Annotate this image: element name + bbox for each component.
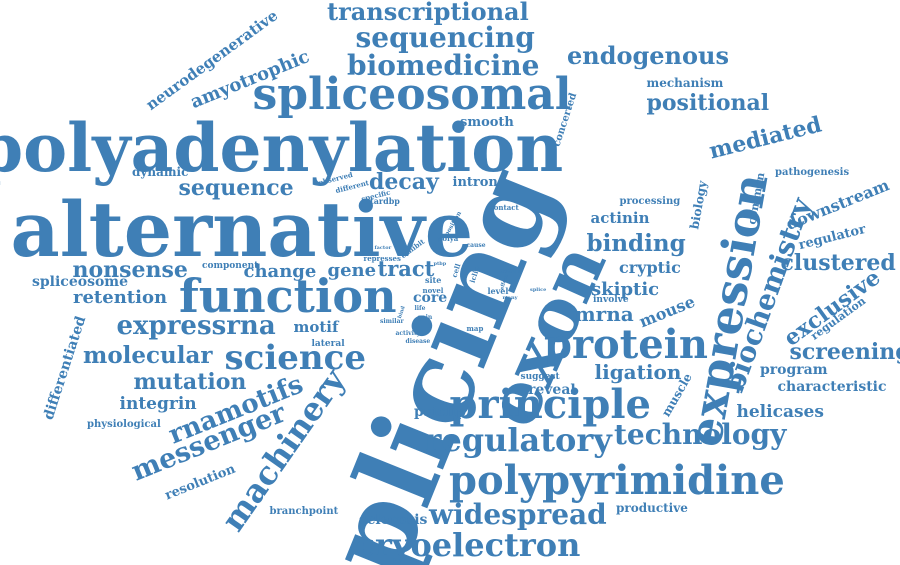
word-polyadenylation: polyadenylation bbox=[0, 109, 564, 187]
word-polypyrimidine: polypyrimidine bbox=[449, 457, 785, 504]
word-retention: retention bbox=[73, 287, 168, 308]
word-similar: similar bbox=[380, 318, 404, 325]
word-differentiated: differentiated bbox=[40, 314, 90, 422]
word-helicases: helicases bbox=[736, 401, 824, 422]
word-exclusive: exclusive bbox=[779, 264, 886, 352]
word-reveal: reveal bbox=[528, 382, 576, 398]
word-ligation: ligation bbox=[594, 360, 682, 384]
word-disease: disease bbox=[405, 338, 431, 345]
word-principle: principle bbox=[449, 381, 651, 428]
word-spliceosome: spliceosome bbox=[32, 274, 129, 290]
word-represses: represses bbox=[363, 253, 401, 263]
word-dynamic: dynamic bbox=[132, 165, 189, 179]
word-component: component bbox=[202, 260, 259, 271]
word-clustered: clustered bbox=[780, 250, 896, 276]
word-integrin: integrin bbox=[119, 393, 197, 414]
word-polya: polya bbox=[437, 233, 459, 243]
word-science: science bbox=[224, 338, 366, 378]
word-positional: positional bbox=[646, 90, 770, 116]
word-sequence: sequence bbox=[178, 175, 294, 201]
word-widespread: widespread bbox=[429, 498, 607, 531]
word-cryoelectron: cryoelectron bbox=[355, 526, 581, 564]
word-screening: screening bbox=[789, 339, 900, 365]
word-branchpoint: branchpoint bbox=[269, 506, 339, 517]
word-productive: productive bbox=[616, 501, 688, 515]
word-gain: gain bbox=[417, 314, 433, 321]
word-motif: motif bbox=[293, 317, 339, 336]
word-activity: activity bbox=[395, 330, 421, 337]
word-sclerosis: sclerosis bbox=[359, 512, 428, 528]
word-map: map bbox=[466, 323, 484, 333]
word-molecular: molecular bbox=[83, 341, 213, 369]
word-suggest: suggest bbox=[520, 371, 560, 382]
word-tardbp: tardbp bbox=[370, 196, 400, 206]
word-endogenous: endogenous bbox=[567, 41, 729, 70]
word-event: event bbox=[499, 265, 521, 275]
word-mediated: mediated bbox=[706, 111, 824, 165]
word-expressrna: expressrna bbox=[116, 311, 276, 341]
word-function: function bbox=[179, 269, 397, 323]
word-smooth: smooth bbox=[460, 114, 514, 130]
word-nonsense: nonsense bbox=[72, 257, 188, 283]
word-lateral: lateral bbox=[311, 338, 345, 349]
word-technology: technology bbox=[614, 418, 787, 451]
word-sequencing: sequencing bbox=[355, 21, 535, 54]
word-psiclip: psiclip bbox=[414, 404, 466, 420]
word-spliceosomal: spliceosomal bbox=[252, 69, 572, 120]
word-mutation: mutation bbox=[133, 369, 247, 395]
word-actinin: actinin bbox=[590, 208, 650, 227]
word-contact: contact bbox=[489, 202, 519, 212]
word-involve: involve bbox=[593, 294, 629, 305]
word-mrna: mrna bbox=[574, 302, 634, 326]
word-splice: splice bbox=[530, 286, 547, 293]
word-processing: processing bbox=[619, 196, 681, 207]
word-core: core bbox=[413, 290, 448, 306]
word-pathogenesis: pathogenesis bbox=[775, 167, 850, 178]
word-physiological: physiological bbox=[87, 419, 161, 430]
word-program: program bbox=[760, 362, 828, 378]
word-regulatory: regulatory bbox=[424, 421, 612, 459]
word-tract: tract bbox=[377, 255, 435, 281]
word-alternative: alternative bbox=[10, 185, 474, 274]
word-change: change bbox=[243, 261, 317, 282]
word-cause: cause bbox=[466, 242, 486, 249]
word-decay: decay bbox=[369, 169, 439, 195]
word-ptbp: ptbp bbox=[433, 260, 447, 267]
word-life: life bbox=[414, 305, 426, 312]
word-transcriptional: transcriptional bbox=[327, 0, 529, 26]
word-level: level bbox=[487, 286, 509, 296]
word-cryptic: cryptic bbox=[619, 258, 681, 277]
word-intron: intron bbox=[452, 174, 498, 190]
word-mechanism: mechanism bbox=[646, 76, 724, 90]
word-characteristic: characteristic bbox=[777, 379, 887, 395]
word-binding: binding bbox=[586, 229, 686, 257]
word-gene: gene bbox=[327, 260, 377, 281]
word-factor: factor bbox=[374, 244, 392, 251]
word-skiptic: skiptic bbox=[591, 279, 660, 300]
word-many: many bbox=[502, 294, 518, 301]
word-novel: novel bbox=[422, 285, 444, 295]
word-site: site bbox=[425, 275, 442, 285]
word-biomedicine: biomedicine bbox=[347, 49, 540, 82]
word-protein: protein bbox=[544, 321, 708, 368]
word-biology: biology bbox=[686, 179, 710, 231]
